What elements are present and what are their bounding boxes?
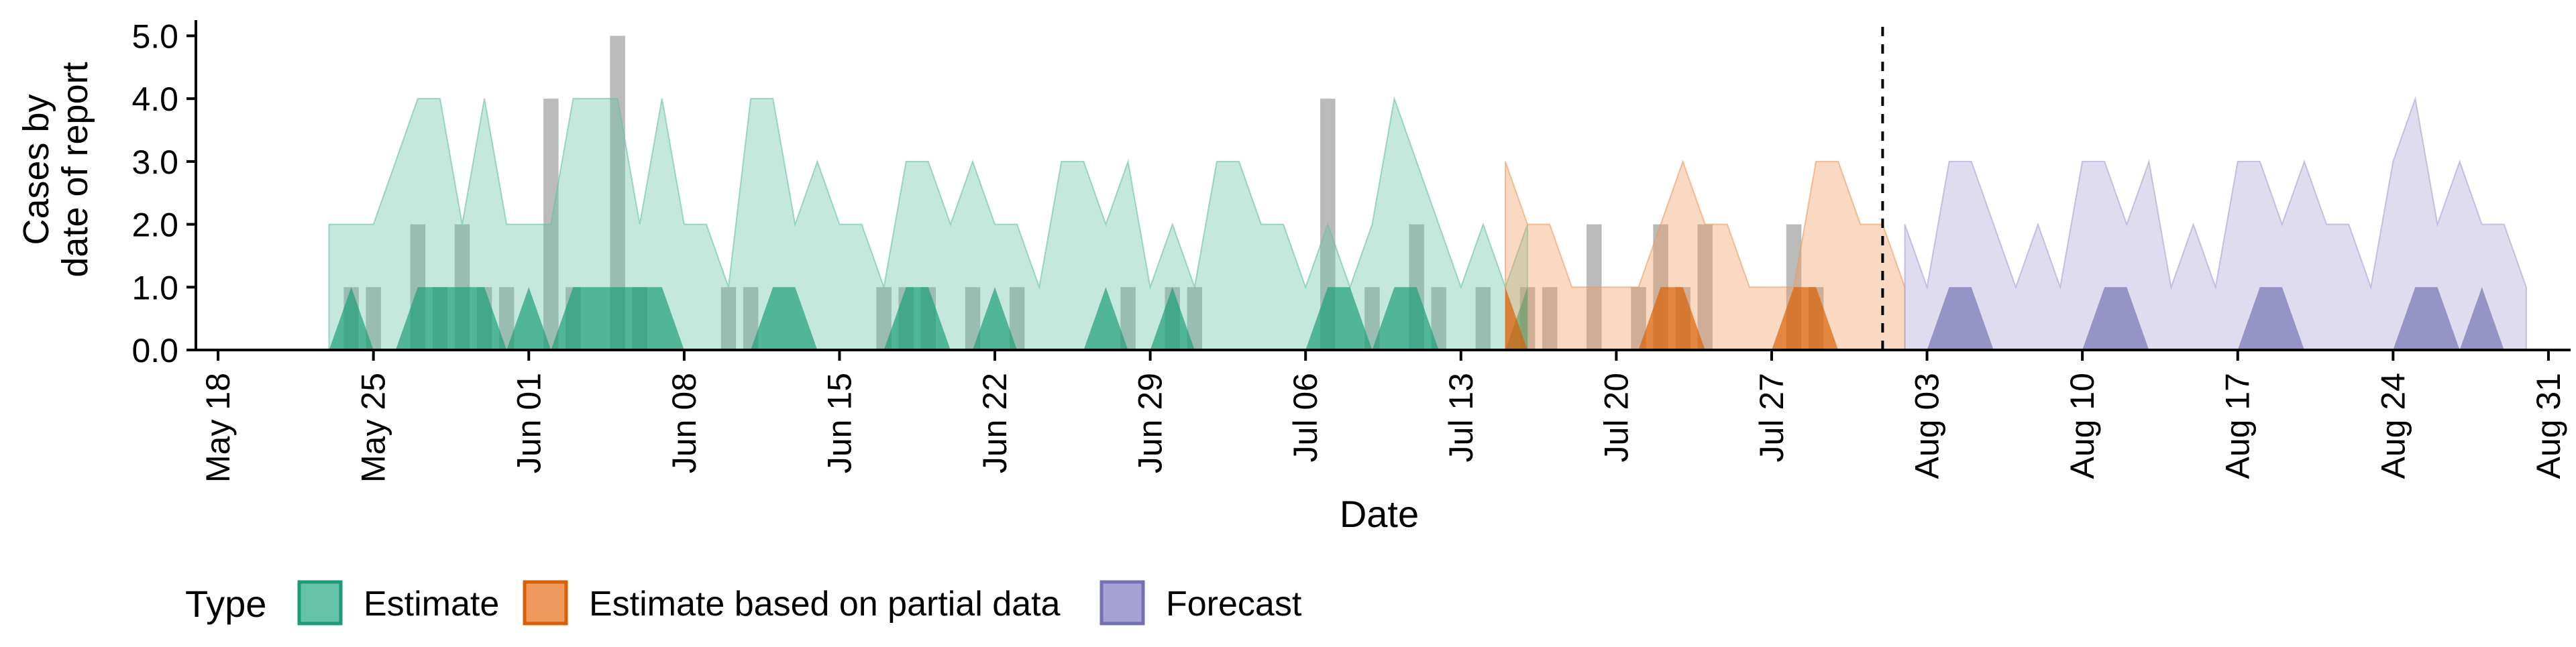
observed-bar — [876, 287, 892, 350]
x-tick-label: Jun 22 — [976, 373, 1014, 473]
observed-bar — [1009, 287, 1025, 350]
legend-label-3: Forecast — [1166, 585, 1302, 624]
legend-title: Type — [185, 583, 266, 625]
legend-key-3 — [1099, 580, 1145, 626]
observed-bar — [1187, 287, 1203, 350]
y-tick-label: 5.0 — [131, 17, 178, 55]
observed-bar — [1697, 224, 1713, 350]
legend-label-1: Estimate — [364, 585, 499, 624]
ribbon-90-3 — [1904, 96, 2527, 351]
x-tick-label: Jul 13 — [1442, 373, 1480, 462]
observed-bar — [1475, 287, 1491, 350]
legend-key-2 — [523, 580, 568, 626]
x-tick-label: Jun 29 — [1132, 373, 1169, 473]
observed-bar — [965, 287, 981, 350]
y-tick-label: 2.0 — [131, 207, 178, 244]
ribbon-50-3 — [1904, 287, 2526, 350]
observed-bar — [1431, 287, 1446, 350]
observed-bar — [743, 287, 759, 350]
y-tick-label: 1.0 — [131, 269, 178, 306]
observed-bar — [366, 287, 381, 350]
legend-label-2: Estimate based on partial data — [589, 585, 1061, 624]
y-tick-label: 0.0 — [131, 332, 178, 369]
x-tick-label: Aug 10 — [2063, 373, 2101, 479]
x-tick-label: May 25 — [355, 373, 392, 483]
x-tick-label: Jun 08 — [665, 373, 703, 473]
x-tick-label: Jul 20 — [1597, 373, 1635, 462]
observed-bar — [1364, 287, 1380, 350]
x-tick-label: Jun 01 — [510, 373, 547, 473]
estimate-ribbons — [328, 96, 2527, 351]
observed-bar — [720, 287, 737, 350]
x-tick-label: Jul 06 — [1287, 373, 1324, 462]
y-axis-label-line-2: date of report — [55, 62, 95, 277]
legend-key-1 — [297, 580, 343, 626]
observed-bar — [1631, 287, 1646, 350]
x-tick-label: Aug 17 — [2219, 373, 2257, 479]
ribbon-90-2 — [1505, 159, 1906, 351]
x-tick-label: Jun 15 — [820, 373, 858, 473]
observed-bar — [610, 36, 625, 351]
ribbon-50-2 — [1505, 287, 1905, 350]
x-tick-label: Aug 24 — [2374, 373, 2412, 479]
y-tick-label: 4.0 — [131, 80, 178, 118]
x-tick-label: Aug 31 — [2530, 373, 2567, 479]
y-tick-label: 3.0 — [131, 143, 178, 181]
ribbon-50-1 — [329, 287, 1527, 350]
x-tick-label: May 18 — [199, 373, 237, 483]
axes: 0.0 1.0 2.0 3.0 4.0 5.0 May 18 May 25 Jun 01 Jun … — [131, 17, 2571, 483]
y-axis-label-line-1: Cases by — [16, 94, 56, 245]
x-tick-label: Jul 27 — [1753, 373, 1790, 462]
x-tick-label: Aug 03 — [1909, 373, 1946, 479]
ribbon-90-1 — [328, 96, 1528, 351]
legend: Type Estimate Estimate based on partial d… — [185, 580, 1302, 626]
observed-bar — [1120, 287, 1136, 350]
x-axis-label: Date — [1340, 493, 1419, 535]
observed-bar — [1542, 287, 1558, 350]
observed-bar — [498, 287, 515, 350]
